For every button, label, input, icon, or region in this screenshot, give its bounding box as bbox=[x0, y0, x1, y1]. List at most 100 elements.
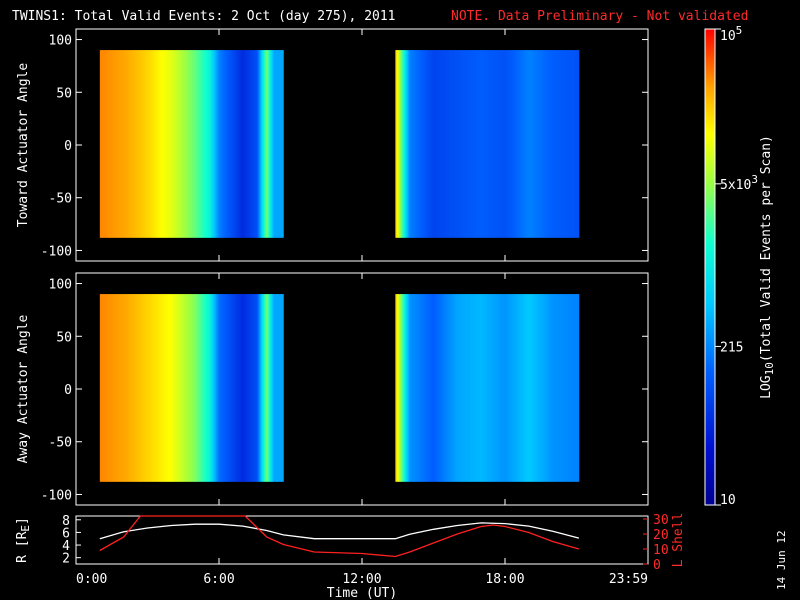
toward-heatmap-cell bbox=[115, 50, 117, 238]
away-heatmap-cell bbox=[459, 294, 462, 482]
toward-heatmap-cell bbox=[494, 50, 496, 238]
away-heatmap-cell bbox=[233, 294, 235, 482]
toward-heatmap-cell bbox=[260, 50, 263, 238]
away-heatmap-cell bbox=[395, 294, 397, 482]
away-heatmap-cell bbox=[491, 294, 494, 482]
toward-heatmap-cell bbox=[485, 50, 488, 238]
time-tick-label: 18:00 bbox=[485, 572, 524, 587]
away-heatmap-cell bbox=[166, 294, 169, 482]
away-heatmap-cell bbox=[398, 294, 401, 482]
toward-heatmap-cell bbox=[242, 50, 245, 238]
away-heatmap-cell bbox=[260, 294, 263, 482]
away-heatmap-cell bbox=[267, 294, 270, 482]
away-heatmap-cell bbox=[279, 294, 282, 482]
away-heatmap-cell bbox=[418, 294, 420, 482]
away-heatmap-cell bbox=[269, 294, 271, 482]
figure-title: TWINS1: Total Valid Events: 2 Oct (day 2… bbox=[12, 9, 396, 24]
away-heatmap-cell bbox=[535, 294, 538, 482]
away-heatmap-cell bbox=[255, 294, 258, 482]
away-heatmap-cell bbox=[466, 294, 469, 482]
toward-heatmap-cell bbox=[230, 50, 233, 238]
toward-heatmap-cell bbox=[507, 50, 509, 238]
away-heatmap-cell bbox=[563, 294, 565, 482]
away-heatmap-cell bbox=[201, 294, 203, 482]
toward-heatmap-cell bbox=[447, 50, 450, 238]
away-heatmap-cell bbox=[572, 294, 575, 482]
time-x-ticks: 0:00 6:00 12:00 18:00 23:59 bbox=[75, 558, 649, 587]
toward-heatmap-cell bbox=[122, 50, 125, 238]
away-heatmap-cell bbox=[172, 294, 175, 482]
toward-heatmap-cell bbox=[111, 50, 114, 238]
toward-heatmap-cell bbox=[234, 50, 237, 238]
away-heatmap-cell bbox=[419, 294, 421, 482]
toward-heatmap-cell bbox=[472, 50, 475, 238]
toward-heatmap-cell bbox=[570, 50, 573, 238]
away-heatmap-cell bbox=[402, 294, 405, 482]
toward-heatmap-cell bbox=[421, 50, 424, 238]
away-heatmap-cell bbox=[547, 294, 550, 482]
toward-heatmap-cell bbox=[476, 50, 478, 238]
away-heatmap-cell bbox=[155, 294, 158, 482]
away-heatmap-cell bbox=[210, 294, 213, 482]
toward-heatmap-cell bbox=[521, 50, 524, 238]
toward-heatmap-cell bbox=[514, 50, 517, 238]
away-heatmap-cell bbox=[507, 294, 509, 482]
toward-heatmap-cell bbox=[139, 50, 141, 238]
away-heatmap-cell bbox=[562, 294, 564, 482]
toward-heatmap-cell bbox=[185, 50, 188, 238]
toward-heatmap-cell bbox=[280, 50, 283, 238]
toward-y-tick-label: -50 bbox=[49, 192, 72, 207]
away-heatmap-cell bbox=[143, 294, 146, 482]
toward-heatmap-cell bbox=[176, 50, 178, 238]
away-y-tick-label: -50 bbox=[49, 436, 72, 451]
away-heatmap-cell bbox=[557, 294, 560, 482]
away-y-tick-label: -100 bbox=[41, 488, 72, 503]
toward-heatmap-cell bbox=[132, 50, 134, 238]
away-heatmap-cell bbox=[167, 294, 170, 482]
toward-heatmap-cell bbox=[240, 50, 243, 238]
toward-heatmap-cell bbox=[477, 50, 480, 238]
away-heatmap-cell bbox=[116, 294, 119, 482]
toward-heatmap-cell bbox=[221, 50, 223, 238]
l-shell-line bbox=[99, 515, 580, 558]
toward-heatmap-cell bbox=[544, 50, 546, 238]
toward-heatmap-cell bbox=[205, 50, 208, 238]
time-tick-label: 0:00 bbox=[76, 572, 107, 587]
away-heatmap-cell bbox=[485, 294, 488, 482]
toward-heatmap-cell bbox=[153, 50, 156, 238]
away-heatmap-cell bbox=[185, 294, 188, 482]
toward-heatmap-cell bbox=[450, 50, 452, 238]
toward-heatmap-cell bbox=[396, 50, 399, 238]
away-heatmap-cell bbox=[220, 294, 222, 482]
away-heatmap-cell bbox=[470, 294, 473, 482]
toward-heatmap-cell bbox=[499, 50, 501, 238]
away-heatmap-cell bbox=[182, 294, 184, 482]
away-heatmap-cell bbox=[173, 294, 176, 482]
toward-heatmap-cell bbox=[555, 50, 557, 238]
toward-heatmap-cell bbox=[471, 50, 474, 238]
toward-heatmap-cell bbox=[474, 50, 476, 238]
l-shell-tick-label: 10 bbox=[653, 543, 669, 558]
away-heatmap-cell bbox=[205, 294, 208, 482]
away-heatmap-cell bbox=[564, 294, 567, 482]
away-heatmap-cell bbox=[244, 294, 246, 482]
toward-heatmap-cell bbox=[569, 50, 571, 238]
toward-heatmap-cell bbox=[126, 50, 128, 238]
away-heatmap-cell bbox=[221, 294, 223, 482]
away-heatmap-cell bbox=[456, 294, 458, 482]
toward-heatmap-cell bbox=[241, 50, 244, 238]
toward-heatmap-cell bbox=[255, 50, 258, 238]
away-heatmap-cell bbox=[447, 294, 450, 482]
toward-heatmap-cell bbox=[547, 50, 550, 238]
away-heatmap-cell bbox=[555, 294, 557, 482]
toward-heatmap-cell bbox=[574, 50, 576, 238]
away-heatmap-cell bbox=[245, 294, 247, 482]
away-heatmap-cell bbox=[409, 294, 412, 482]
toward-heatmap-cell bbox=[147, 50, 150, 238]
toward-heatmap-cell bbox=[109, 50, 111, 238]
away-heatmap-cell bbox=[127, 294, 129, 482]
away-heatmap-cell bbox=[105, 294, 108, 482]
away-heatmap-cell bbox=[139, 294, 141, 482]
away-heatmap-cell bbox=[112, 294, 115, 482]
toward-heatmap-cell bbox=[154, 50, 157, 238]
